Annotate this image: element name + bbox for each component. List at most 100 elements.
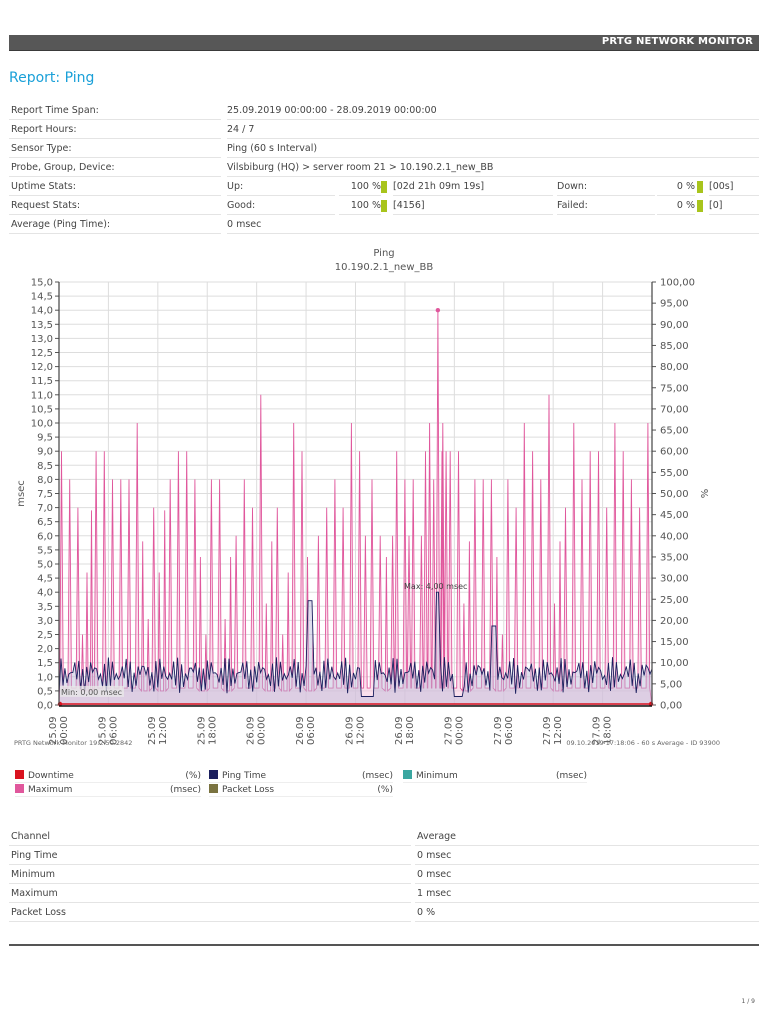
legend-item-maximum: Maximum (msec): [15, 784, 201, 797]
legend-unit: (%): [377, 785, 393, 795]
svg-text:18:00: 18:00: [207, 716, 218, 745]
info-row-sensor-type: Sensor Type: Ping (60 s Interval): [9, 140, 759, 159]
svg-text:25.09: 25.09: [196, 716, 207, 745]
failed-percent: 0 %: [657, 197, 695, 215]
chart-subtitle: 10.190.2.1_new_BB: [334, 262, 434, 273]
legend-swatch-icon: [403, 770, 412, 779]
table-row: Minimum 0 msec: [9, 866, 759, 885]
info-row-uptime: Uptime Stats: Up: 100 % [02d 21h 09m 19s…: [9, 178, 759, 197]
svg-text:0,00: 0,00: [660, 701, 682, 712]
svg-text:6,0: 6,0: [37, 531, 53, 542]
channel-average: 0 msec: [415, 847, 759, 865]
legend-swatch-icon: [209, 784, 218, 793]
down-percent: 0 %: [657, 178, 695, 196]
info-label: Report Time Span:: [9, 102, 221, 120]
good-percent: 100 %: [339, 197, 381, 215]
svg-text:3,0: 3,0: [37, 616, 53, 627]
legend-item-ping-time: Ping Time (msec): [209, 770, 393, 783]
svg-text:5,00: 5,00: [660, 679, 682, 690]
svg-text:26.09: 26.09: [246, 716, 257, 745]
svg-text:15,0: 15,0: [31, 278, 53, 289]
channel-name: Packet Loss: [9, 904, 411, 922]
svg-text:00:00: 00:00: [257, 716, 268, 745]
info-row-device: Probe, Group, Device: Vilsbiburg (HQ) > …: [9, 159, 759, 178]
info-value: 0 msec: [227, 216, 759, 234]
svg-text:25.09: 25.09: [97, 716, 108, 745]
legend-item-minimum: Minimum (msec): [403, 770, 587, 783]
svg-text:15,00: 15,00: [660, 637, 689, 648]
svg-text:1,5: 1,5: [37, 658, 53, 669]
svg-text:0,5: 0,5: [37, 686, 53, 697]
svg-text:18:00: 18:00: [405, 716, 416, 745]
legend-swatch-icon: [209, 770, 218, 779]
svg-text:20,00: 20,00: [660, 616, 689, 627]
svg-text:18:00: 18:00: [603, 716, 614, 745]
legend-unit: (msec): [362, 771, 393, 781]
svg-text:25,00: 25,00: [660, 595, 689, 606]
svg-text:2,5: 2,5: [37, 630, 53, 641]
svg-text:00:00: 00:00: [59, 716, 70, 745]
channel-name: Maximum: [9, 885, 411, 903]
svg-text:4,0: 4,0: [37, 588, 53, 599]
info-value: 25.09.2019 00:00:00 - 28.09.2019 00:00:0…: [227, 102, 759, 120]
svg-text:55,00: 55,00: [660, 468, 689, 479]
svg-text:06:00: 06:00: [108, 716, 119, 745]
good-count: [4156]: [393, 197, 553, 215]
legend-unit: (%): [185, 771, 201, 781]
svg-text:10,00: 10,00: [660, 658, 689, 669]
svg-text:26.09: 26.09: [295, 716, 306, 745]
status-bar-icon: [381, 181, 387, 193]
legend-label: Minimum: [416, 771, 458, 781]
svg-text:27.09: 27.09: [443, 716, 454, 745]
svg-text:6,5: 6,5: [37, 517, 53, 528]
info-label: Uptime Stats:: [9, 178, 221, 196]
info-label: Probe, Group, Device:: [9, 159, 221, 177]
svg-text:Min: 0,00 msec: Min: 0,00 msec: [61, 688, 122, 697]
info-row-requests: Request Stats: Good: 100 % [4156] Failed…: [9, 197, 759, 216]
svg-text:10,5: 10,5: [31, 404, 53, 415]
chart-footer-timestamp: 09.10.2019 17:18:06 - 60 s Average - ID …: [566, 739, 720, 747]
down-label: Down:: [557, 178, 655, 196]
legend-label: Ping Time: [222, 771, 267, 781]
table-row: Maximum 1 msec: [9, 885, 759, 904]
svg-text:70,00: 70,00: [660, 404, 689, 415]
svg-text:25.09: 25.09: [48, 716, 59, 745]
svg-text:90,00: 90,00: [660, 320, 689, 331]
svg-text:12:00: 12:00: [158, 716, 169, 745]
column-header-channel: Channel: [9, 828, 411, 846]
footer-divider: [9, 944, 759, 946]
info-label: Request Stats:: [9, 197, 221, 215]
svg-text:5,0: 5,0: [37, 560, 53, 571]
svg-text:9,0: 9,0: [37, 447, 53, 458]
legend-unit: (msec): [170, 785, 201, 795]
failed-count: [0]: [709, 197, 759, 215]
svg-text:0,0: 0,0: [37, 701, 53, 712]
legend-unit: (msec): [556, 771, 587, 781]
status-bar-icon: [381, 200, 387, 212]
legend-label: Packet Loss: [222, 785, 275, 795]
svg-text:06:00: 06:00: [306, 716, 317, 745]
svg-text:60,00: 60,00: [660, 447, 689, 458]
legend-label: Downtime: [28, 771, 74, 781]
status-bar-icon: [697, 200, 703, 212]
up-duration: [02d 21h 09m 19s]: [393, 178, 553, 196]
svg-text:7,5: 7,5: [37, 489, 53, 500]
info-row-hours: Report Hours: 24 / 7: [9, 121, 759, 140]
svg-text:12,0: 12,0: [31, 362, 53, 373]
svg-text:11,5: 11,5: [31, 376, 53, 387]
channel-average: 0 msec: [415, 866, 759, 884]
svg-text:3,5: 3,5: [37, 602, 53, 613]
channel-name: Ping Time: [9, 847, 411, 865]
page-number: 1 / 9: [741, 998, 755, 1005]
ping-chart: Ping 10.190.2.1_new_BB 0,0 0,5 1,0 1,5 2,0 2,…: [0, 242, 768, 752]
svg-text:2,0: 2,0: [37, 644, 53, 655]
svg-text:26.09: 26.09: [345, 716, 356, 745]
svg-text:14,5: 14,5: [31, 292, 53, 303]
svg-text:1,0: 1,0: [37, 672, 53, 683]
channel-table: Channel Average Ping Time 0 msec Minimum…: [9, 828, 759, 923]
svg-text:8,5: 8,5: [37, 461, 53, 472]
channel-table-header: Channel Average: [9, 828, 759, 847]
svg-text:13,5: 13,5: [31, 320, 53, 331]
info-label: Sensor Type:: [9, 140, 221, 158]
svg-text:65,00: 65,00: [660, 426, 689, 437]
